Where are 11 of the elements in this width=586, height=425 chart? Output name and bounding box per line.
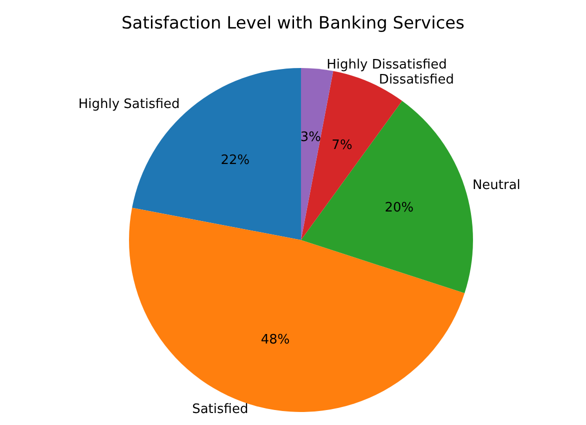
slice-label: Dissatisfied (378, 72, 454, 88)
slice-label: Highly Satisfied (78, 96, 180, 112)
data-label: 22% (220, 152, 250, 168)
data-label: 3% (300, 130, 322, 145)
slice-label: Neutral (472, 178, 520, 194)
data-label: 20% (384, 200, 414, 216)
slice-label: Highly Dissatisfied (326, 57, 447, 72)
chart-title: Satisfaction Level with Banking Services (122, 14, 465, 34)
slice-label: Satisfied (192, 402, 248, 417)
data-label: 48% (260, 332, 290, 348)
data-label: 7% (332, 138, 352, 153)
